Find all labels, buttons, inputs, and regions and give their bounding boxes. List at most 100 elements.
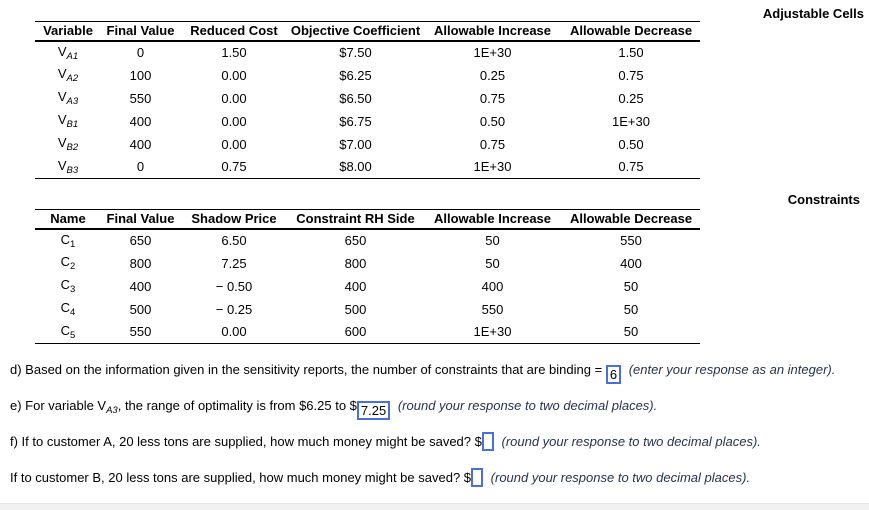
- adjustable-cells-header-row: Variable Final Value Reduced Cost Object…: [35, 21, 700, 42]
- answer-box-binding-count[interactable]: 6: [605, 365, 622, 384]
- reduced-cost-cell: 0.00: [221, 90, 247, 106]
- constraint-rh-side-cell: 500: [344, 301, 367, 317]
- adjustable-cells-label: Adjustable Cells: [762, 6, 864, 21]
- objective-coefficient-cell: $8.00: [339, 159, 372, 175]
- question-f1-hint: (round your response to two decimal plac…: [501, 434, 761, 449]
- shadow-price-cell: − 0.25: [215, 301, 253, 317]
- final-value-cell: 0: [136, 159, 145, 175]
- allowable-decrease-cell: 1.50: [618, 45, 644, 60]
- variable-cell: VA1: [57, 43, 79, 62]
- constraints-label: Constraints: [787, 192, 860, 207]
- name-cell: C4: [60, 300, 76, 318]
- reduced-cost-cell: 1.50: [221, 45, 247, 60]
- table-row: VA2 100 0.00 $6.25 0.25 0.75: [35, 64, 700, 87]
- question-f1-text: f) If to customer A, 20 less tons are su…: [10, 434, 482, 449]
- allowable-decrease-cell: 50: [623, 301, 639, 317]
- variable-cell: VA3: [57, 89, 79, 107]
- shadow-price-cell: 0.00: [221, 324, 247, 340]
- allowable-decrease-cell: 0.75: [618, 159, 644, 175]
- column-header-reduced-cost: Reduced Cost: [180, 21, 288, 42]
- column-header-allowable-increase: Allowable Increase: [423, 209, 562, 230]
- final-value-cell: 550: [129, 324, 152, 340]
- constraint-rh-side-cell: 600: [344, 324, 367, 340]
- column-header-allowable-decrease: Allowable Decrease: [562, 21, 700, 42]
- answer-box-customer-a[interactable]: [481, 432, 494, 451]
- allowable-decrease-cell: 0.75: [618, 67, 644, 83]
- answer-box-customer-b[interactable]: [471, 468, 484, 487]
- final-value-cell: 650: [129, 233, 152, 248]
- column-header-final-value: Final Value: [101, 209, 180, 230]
- variable-cell: VA2: [57, 66, 79, 84]
- question-d-text: d) Based on the information given in the…: [10, 362, 603, 377]
- final-value-cell: 0: [136, 45, 145, 60]
- final-value-cell: 400: [129, 113, 152, 129]
- allowable-decrease-cell: 400: [620, 255, 642, 271]
- question-f1: f) If to customer A, 20 less tons are su…: [10, 432, 761, 451]
- variable-cell: VB2: [57, 135, 79, 153]
- variable-cell: VB1: [57, 112, 79, 130]
- allowable-decrease-cell: 0.25: [618, 90, 644, 106]
- objective-coefficient-cell: $7.50: [339, 45, 372, 60]
- final-value-cell: 100: [129, 67, 152, 83]
- objective-coefficient-cell: $6.75: [339, 113, 372, 129]
- answer-box-optimality-upper[interactable]: 7.25: [356, 401, 391, 420]
- table-row: C1 650 6.50 650 50 550: [35, 229, 700, 252]
- objective-coefficient-cell: $6.25: [339, 67, 372, 83]
- table-row: VB3 0 0.75 $8.00 1E+30 0.75: [35, 156, 700, 179]
- column-header-objective-coefficient: Objective Coefficient: [288, 21, 423, 42]
- question-e-text: e) For variable VA3, the range of optima…: [10, 398, 357, 416]
- column-header-variable: Variable: [35, 21, 101, 42]
- allowable-increase-cell: 0.75: [479, 90, 506, 106]
- objective-coefficient-cell: $7.00: [339, 136, 372, 152]
- table-row: C5 550 0.00 600 1E+30 50: [35, 321, 700, 344]
- constraints-header-row: Name Final Value Shadow Price Constraint…: [35, 209, 700, 230]
- final-value-cell: 800: [129, 255, 152, 271]
- adjustable-cells-table: Variable Final Value Reduced Cost Object…: [35, 21, 700, 179]
- allowable-decrease-cell: 0.50: [618, 136, 644, 152]
- allowable-increase-cell: 400: [481, 278, 504, 294]
- question-e: e) For variable VA3, the range of optima…: [10, 396, 657, 420]
- shadow-price-cell: 7.25: [221, 255, 247, 271]
- allowable-increase-cell: 50: [485, 233, 500, 248]
- table-row: C4 500 − 0.25 500 550 50: [35, 298, 700, 321]
- column-header-shadow-price: Shadow Price: [180, 209, 288, 230]
- column-header-final-value: Final Value: [101, 21, 180, 42]
- constraints-table: Name Final Value Shadow Price Constraint…: [35, 209, 700, 344]
- shadow-price-cell: − 0.50: [215, 278, 253, 294]
- final-value-cell: 400: [129, 278, 152, 294]
- allowable-increase-cell: 1E+30: [473, 159, 512, 175]
- allowable-decrease-cell: 550: [620, 233, 642, 248]
- question-e-hint: (round your response to two decimal plac…: [397, 398, 658, 413]
- final-value-cell: 500: [129, 301, 152, 317]
- table-row: VA1 0 1.50 $7.50 1E+30 1.50: [35, 41, 700, 64]
- allowable-increase-cell: 50: [485, 255, 500, 271]
- reduced-cost-cell: 0.00: [221, 136, 247, 152]
- allowable-increase-cell: 550: [481, 301, 504, 317]
- allowable-decrease-cell: 50: [623, 324, 639, 340]
- allowable-increase-cell: 0.75: [479, 136, 506, 152]
- allowable-decrease-cell: 50: [623, 278, 639, 294]
- question-d: d) Based on the information given in the…: [10, 360, 835, 384]
- bottom-scroll-track: [0, 503, 869, 510]
- question-d-hint: (enter your response as an integer).: [628, 362, 836, 377]
- column-header-constraint-rh-side: Constraint RH Side: [288, 209, 423, 230]
- final-value-cell: 400: [129, 136, 152, 152]
- constraint-rh-side-cell: 400: [344, 278, 367, 294]
- reduced-cost-cell: 0.75: [221, 159, 247, 175]
- column-header-allowable-increase: Allowable Increase: [423, 21, 562, 42]
- table-row: C3 400 − 0.50 400 400 50: [35, 275, 700, 298]
- name-cell: C2: [60, 254, 76, 272]
- allowable-increase-cell: 1E+30: [473, 45, 512, 60]
- column-header-allowable-decrease: Allowable Decrease: [562, 209, 700, 230]
- table-row: VB1 400 0.00 $6.75 0.50 1E+30: [35, 110, 700, 133]
- allowable-increase-cell: 0.50: [479, 113, 506, 129]
- variable-cell: VB3: [57, 157, 79, 176]
- question-f2-hint: (round your response to two decimal plac…: [490, 470, 751, 485]
- reduced-cost-cell: 0.00: [221, 113, 247, 129]
- column-header-name: Name: [35, 209, 101, 230]
- name-cell: C1: [60, 231, 76, 250]
- name-cell: C3: [60, 277, 76, 295]
- reduced-cost-cell: 0.00: [221, 67, 247, 83]
- table-row: C2 800 7.25 800 50 400: [35, 252, 700, 275]
- shadow-price-cell: 6.50: [221, 233, 247, 248]
